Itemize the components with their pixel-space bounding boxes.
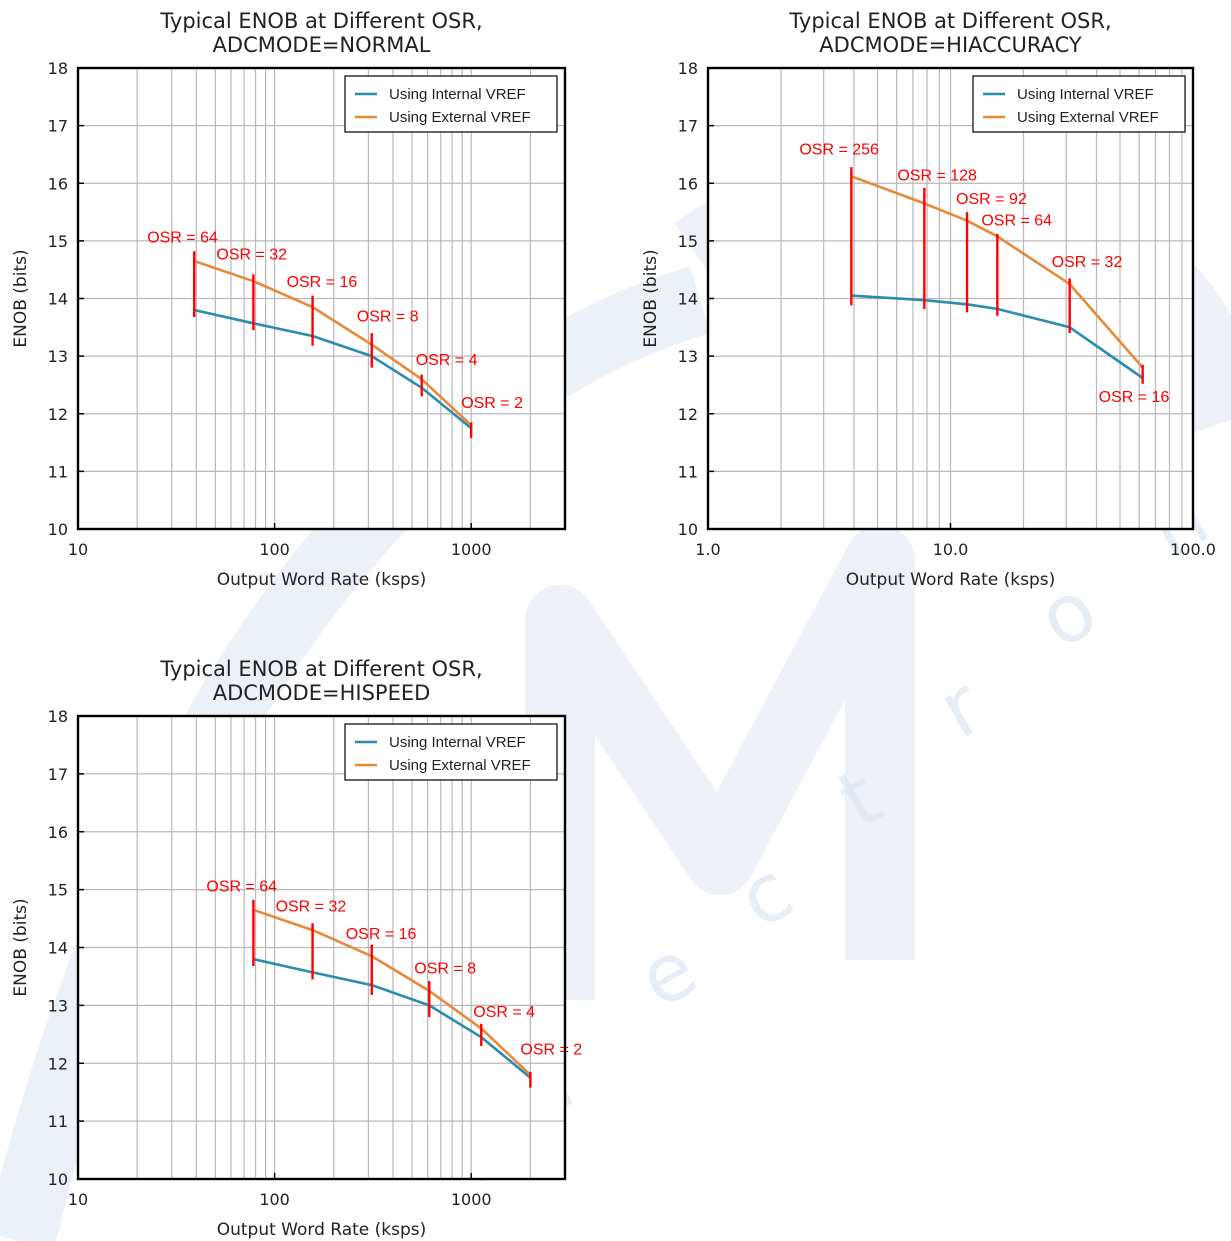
osr-label: OSR = 16 — [287, 274, 358, 291]
x-tick-label: 10 — [68, 540, 88, 559]
osr-label: OSR = 4 — [416, 352, 478, 369]
y-tick-label: 17 — [48, 765, 68, 784]
osr-label: OSR = 64 — [147, 230, 218, 247]
series-line-external — [252, 908, 532, 1076]
osr-label: OSR = 4 — [473, 1004, 535, 1021]
x-axis-label: Output Word Rate (ksps) — [217, 1220, 427, 1240]
chart-title: ADCMODE=HISPEED — [213, 681, 431, 705]
x-tick-label: 1.0 — [695, 540, 720, 559]
osr-label: OSR = 2 — [461, 395, 523, 412]
y-tick-label: 10 — [678, 520, 698, 539]
legend-label: Using Internal VREF — [389, 734, 526, 751]
y-tick-label: 11 — [48, 462, 68, 481]
y-tick-label: 13 — [48, 347, 68, 366]
chart-title: ADCMODE=NORMAL — [213, 33, 431, 57]
legend-label: Using Internal VREF — [389, 86, 526, 103]
y-tick-label: 16 — [48, 174, 68, 193]
y-tick-label: 12 — [678, 405, 698, 424]
y-tick-label: 14 — [678, 290, 698, 309]
osr-label: OSR = 8 — [357, 309, 419, 326]
chart-title: Typical ENOB at Different OSR, — [159, 9, 482, 33]
osr-label: OSR = 32 — [276, 899, 347, 916]
y-tick-label: 17 — [48, 117, 68, 136]
chart-title: ADCMODE=HIACCURACY — [819, 33, 1082, 57]
legend-label: Using Internal VREF — [1017, 86, 1154, 103]
y-tick-label: 16 — [48, 823, 68, 842]
y-tick-label: 14 — [48, 939, 68, 958]
series-line-internal — [193, 308, 473, 430]
osr-label: OSR = 32 — [216, 246, 287, 263]
y-tick-label: 17 — [678, 117, 698, 136]
x-tick-label: 100 — [259, 540, 290, 559]
osr-label: OSR = 128 — [897, 167, 977, 184]
y-tick-label: 10 — [48, 1170, 68, 1189]
series-line-internal — [253, 957, 532, 1079]
y-axis-label: ENOB (bits) — [11, 249, 31, 347]
legend-box — [344, 723, 558, 781]
osr-label: OSR = 8 — [414, 961, 476, 978]
y-tick-label: 13 — [678, 347, 698, 366]
y-tick-label: 15 — [48, 881, 68, 900]
legend-box — [972, 75, 1186, 133]
osr-label: OSR = 16 — [346, 926, 417, 943]
y-tick-label: 14 — [48, 290, 68, 309]
x-tick-label: 100 — [259, 1190, 290, 1209]
osr-label: OSR = 64 — [981, 212, 1052, 229]
y-tick-label: 11 — [48, 1112, 68, 1131]
series-line-internal — [851, 294, 1144, 380]
legend-box — [344, 75, 558, 133]
osr-label: OSR = 64 — [206, 878, 277, 895]
y-tick-label: 18 — [48, 59, 68, 78]
y-tick-label: 18 — [678, 59, 698, 78]
y-axis-label: ENOB (bits) — [11, 898, 31, 996]
chart-title: Typical ENOB at Different OSR, — [788, 9, 1111, 33]
y-tick-label: 12 — [48, 1054, 68, 1073]
series-line-external — [193, 259, 473, 427]
chart-title: Typical ENOB at Different OSR, — [159, 657, 482, 681]
y-tick-label: 16 — [678, 174, 698, 193]
osr-label: OSR = 2 — [520, 1042, 582, 1059]
osr-label: OSR = 16 — [1099, 389, 1170, 406]
x-axis-label: Output Word Rate (ksps) — [846, 570, 1056, 590]
x-tick-label: 10.0 — [933, 540, 969, 559]
x-tick-label: 100.0 — [1170, 540, 1216, 559]
y-tick-label: 18 — [48, 707, 68, 726]
osr-label: OSR = 256 — [799, 141, 879, 158]
y-tick-label: 13 — [48, 996, 68, 1015]
osr-label: OSR = 92 — [956, 191, 1027, 208]
y-tick-label: 15 — [678, 232, 698, 251]
y-axis-label: ENOB (bits) — [641, 249, 661, 347]
series-line-external — [850, 175, 1144, 369]
x-tick-label: 10 — [68, 1190, 88, 1209]
y-tick-label: 15 — [48, 232, 68, 251]
legend-label: Using External VREF — [389, 109, 531, 126]
osr-label: OSR = 32 — [1052, 254, 1123, 271]
y-tick-label: 11 — [678, 462, 698, 481]
y-tick-label: 10 — [48, 520, 68, 539]
legend-label: Using External VREF — [389, 757, 531, 774]
x-tick-label: 1000 — [451, 1190, 492, 1209]
x-axis-label: Output Word Rate (ksps) — [217, 570, 427, 590]
x-tick-label: 1000 — [451, 540, 492, 559]
legend-label: Using External VREF — [1017, 109, 1159, 126]
y-tick-label: 12 — [48, 405, 68, 424]
